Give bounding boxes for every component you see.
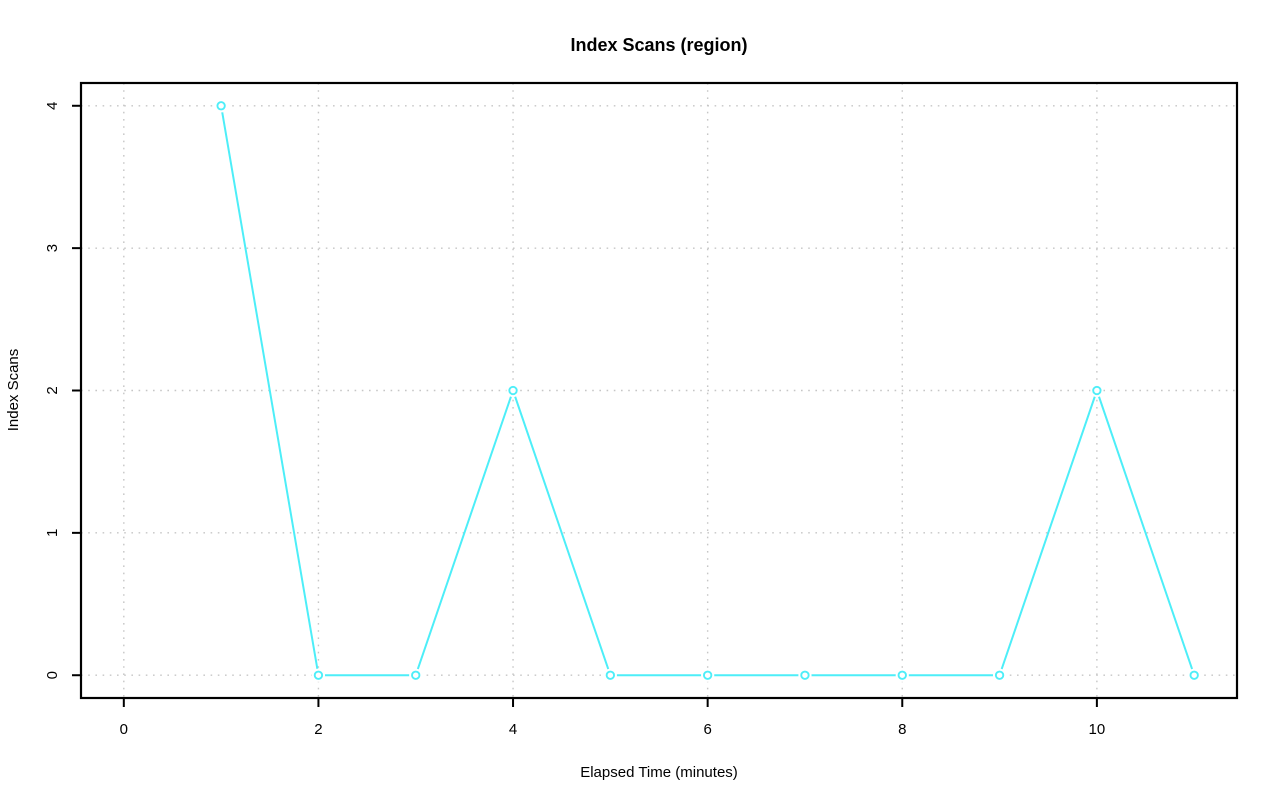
data-point-halo xyxy=(311,668,326,682)
data-point-halo xyxy=(701,668,715,682)
x-tick-label: 0 xyxy=(120,721,128,738)
data-point xyxy=(800,670,810,680)
data-point-halo xyxy=(895,668,909,682)
axes-layer: 0 2 4 6 8 10 0 1 2 3 4 xyxy=(44,81,1239,738)
y-tick-label: 4 xyxy=(44,102,61,110)
grid-layer xyxy=(81,83,1237,698)
data-point-halo xyxy=(798,668,812,682)
data-point-halo xyxy=(992,668,1007,682)
chart-title: Index Scans (region) xyxy=(570,35,747,55)
x-tick-label: 10 xyxy=(1089,721,1106,738)
y-tick-label: 3 xyxy=(44,244,61,252)
data-point-halo xyxy=(603,668,617,682)
data-series-layer xyxy=(214,99,1201,682)
data-point-halo xyxy=(214,99,228,113)
y-tick-label: 2 xyxy=(44,386,61,394)
data-point xyxy=(703,670,713,680)
y-tick-label: 0 xyxy=(44,671,61,679)
x-axis-title: Elapsed Time (minutes) xyxy=(580,764,738,781)
x-tick-label: 2 xyxy=(314,721,322,738)
data-point-halo xyxy=(409,668,423,682)
y-axis-title: Index Scans xyxy=(5,349,22,432)
data-point xyxy=(508,385,518,396)
data-point xyxy=(1092,385,1102,396)
y-tick-label: 1 xyxy=(44,529,61,537)
data-point xyxy=(313,670,324,680)
data-point xyxy=(1189,670,1199,680)
x-tick-label: 4 xyxy=(509,721,517,738)
data-point xyxy=(605,670,615,680)
data-point xyxy=(216,101,226,111)
data-point-halo xyxy=(506,383,520,398)
data-point-halo xyxy=(1187,668,1201,682)
plot-border xyxy=(79,81,1239,700)
data-point xyxy=(897,670,907,680)
data-point xyxy=(994,670,1005,680)
x-tick-label: 6 xyxy=(703,721,711,738)
data-point-halo xyxy=(1090,383,1104,398)
data-point xyxy=(411,670,421,680)
x-tick-label: 8 xyxy=(898,721,906,738)
